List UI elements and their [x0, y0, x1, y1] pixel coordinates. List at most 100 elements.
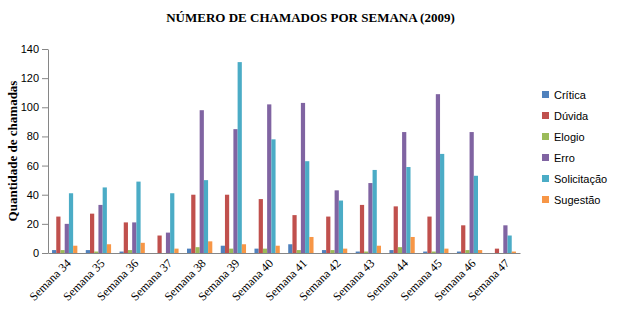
bar [394, 206, 398, 253]
bar [470, 132, 474, 253]
series [56, 195, 499, 253]
bar [162, 253, 166, 254]
bar [94, 252, 98, 253]
bar [503, 225, 507, 253]
bar [377, 246, 381, 253]
legend-swatch [542, 196, 549, 203]
tick: 40 [27, 189, 48, 201]
bar [141, 243, 145, 253]
legend: Crítica Dúvida Elogio Erro Solicitação Sugest… [542, 89, 607, 206]
bar [229, 249, 233, 253]
bar [474, 176, 478, 253]
legend-label: Dúvida [554, 110, 589, 122]
bar [103, 187, 107, 253]
bar [153, 253, 157, 254]
bar [499, 253, 503, 254]
bar [461, 225, 465, 253]
series [73, 237, 516, 253]
bar [288, 244, 292, 253]
bar [157, 236, 161, 253]
tick-mark [42, 195, 48, 196]
bar [297, 250, 301, 253]
tick: 100 [21, 101, 48, 113]
bar [56, 217, 60, 253]
bar [402, 132, 406, 253]
bar [136, 182, 140, 253]
bar [98, 205, 102, 253]
plot: 0 20 40 60 80 100 120 140 Semana 34Semana 35Sema… [21, 43, 521, 304]
bar [465, 250, 469, 253]
tick: 0 [33, 247, 48, 259]
x-axis: Semana 34Semana 35Semana 36Semana 37Sema… [26, 253, 520, 304]
tick-mark [42, 49, 48, 50]
bar [221, 246, 225, 253]
bar [508, 236, 512, 253]
legend-label: Crítica [554, 89, 587, 101]
tick-label: Semana 47 [465, 256, 512, 303]
bar [195, 247, 199, 253]
legend-swatch [542, 112, 549, 119]
bar [368, 183, 372, 253]
bar [364, 252, 368, 253]
chart: NÚMERO DE CHAMADOS POR SEMANA (2009)Quan… [0, 0, 621, 324]
bar [343, 249, 347, 253]
bar [225, 195, 229, 253]
tick: 140 [21, 43, 48, 55]
bar [120, 252, 124, 253]
bar [335, 190, 339, 253]
bar [208, 241, 212, 253]
legend-label: Erro [554, 152, 575, 164]
tick-label: 60 [27, 160, 39, 172]
bar [491, 253, 495, 254]
bar [322, 250, 326, 253]
tick-mark [42, 107, 48, 108]
bar [356, 252, 360, 253]
series [52, 244, 461, 253]
bar [233, 129, 237, 253]
tick-label: 120 [21, 72, 39, 84]
tick: Semana 47 [465, 253, 512, 304]
tick: 60 [27, 160, 48, 172]
legend-item: Dúvida [542, 110, 589, 122]
bar [478, 250, 482, 253]
bar [86, 250, 90, 253]
bar [259, 199, 263, 253]
y-axis-title: Quantidade de chamadas [5, 81, 20, 222]
tick: 80 [27, 130, 48, 142]
bar [242, 244, 246, 253]
bar [65, 224, 69, 253]
tick-label: 80 [27, 130, 39, 142]
bar [191, 195, 195, 253]
axis-line [49, 253, 521, 254]
bar [309, 237, 313, 253]
bars [52, 62, 516, 253]
tick-label: 140 [21, 43, 39, 55]
tick-label: 20 [27, 218, 39, 230]
bar [174, 249, 178, 253]
tick-mark [42, 253, 48, 254]
legend-item: Sugestão [542, 194, 600, 206]
legend-item: Erro [542, 152, 575, 164]
bar [52, 250, 56, 253]
bar [132, 222, 136, 253]
legend-swatch [542, 175, 549, 182]
y-axis: 0 20 40 60 80 100 120 140 [21, 43, 49, 259]
bar [373, 170, 377, 253]
bar [200, 110, 204, 253]
bar [432, 252, 436, 253]
bar [444, 249, 448, 253]
bar [69, 193, 73, 253]
legend-item: Elogio [542, 131, 585, 143]
tick-label: 0 [33, 247, 39, 259]
legend-label: Elogio [554, 131, 585, 143]
bar [90, 214, 94, 253]
bar [423, 252, 427, 253]
tick-label: 40 [27, 189, 39, 201]
tick-mark [42, 166, 48, 167]
bar [187, 249, 191, 253]
legend-label: Solicitação [554, 173, 607, 185]
bar [124, 222, 128, 253]
legend-swatch [542, 133, 549, 140]
bar [292, 215, 296, 253]
bar [440, 154, 444, 253]
